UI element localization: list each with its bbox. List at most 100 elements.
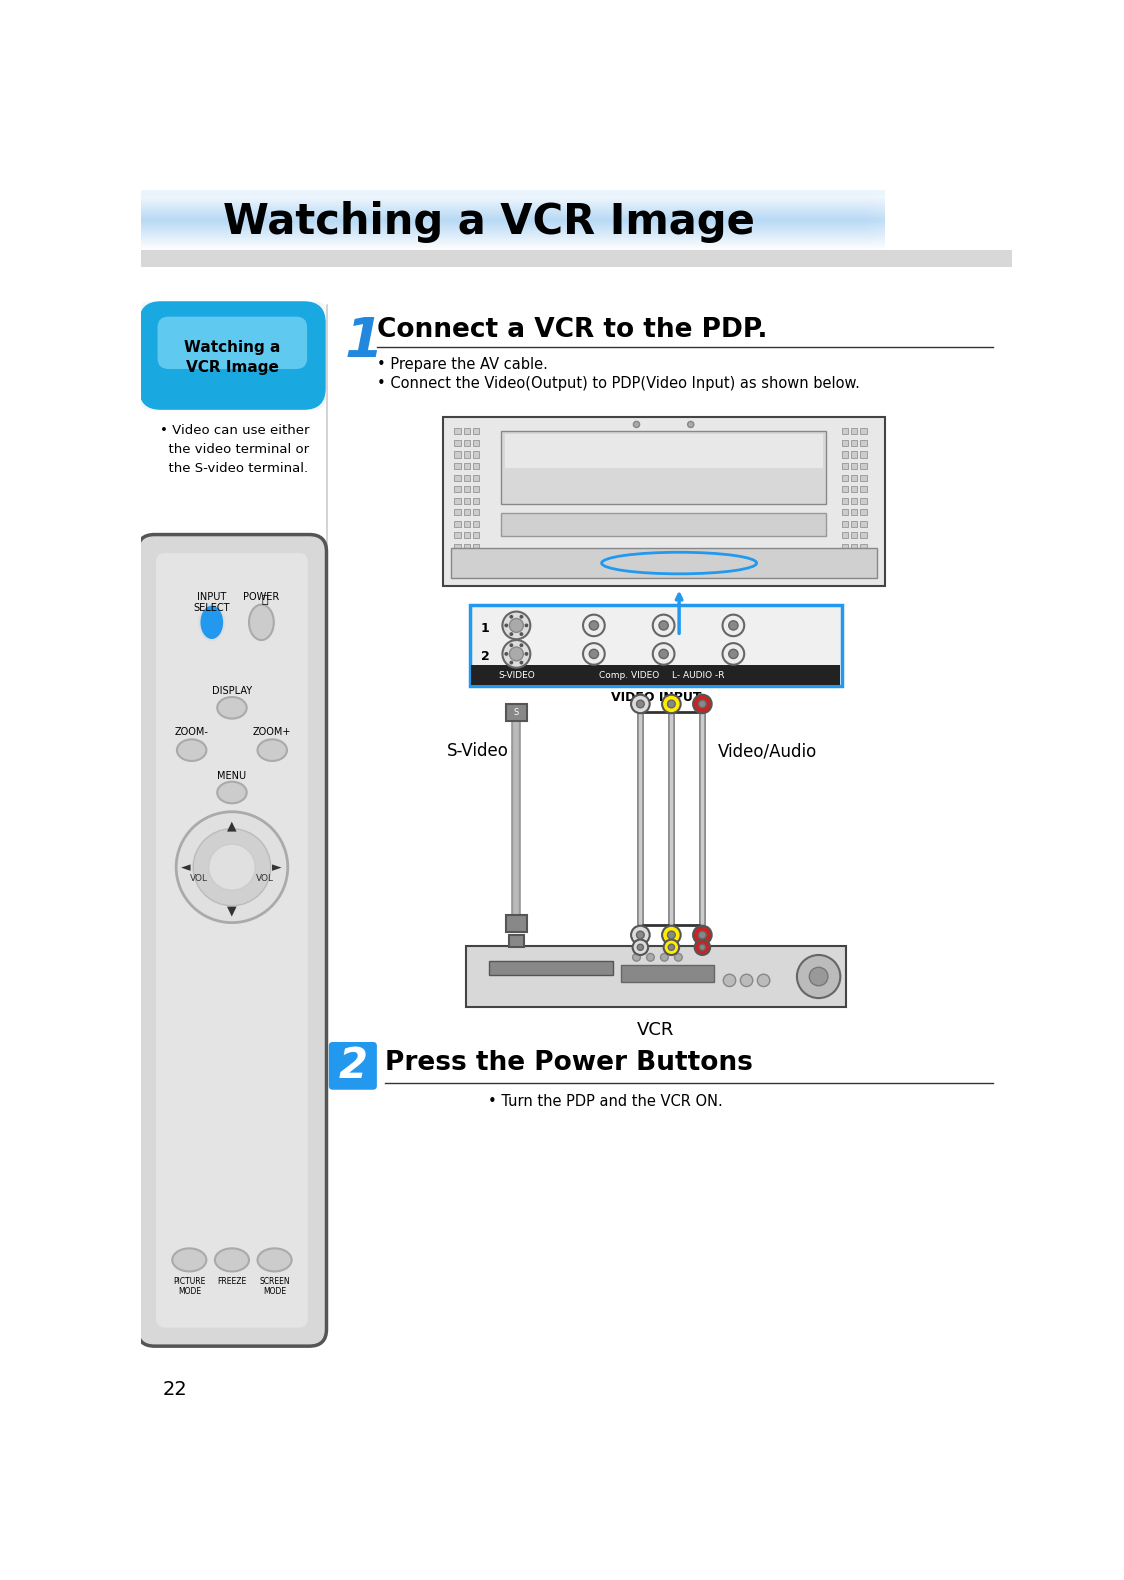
Text: ▼: ▼ — [227, 905, 237, 918]
Bar — [861, 509, 867, 515]
Bar — [951, 190, 955, 250]
Bar — [842, 498, 849, 504]
Text: VIDEO INPUT: VIDEO INPUT — [610, 690, 701, 703]
Circle shape — [653, 615, 674, 637]
Bar — [851, 487, 858, 493]
Circle shape — [662, 695, 681, 713]
Bar — [926, 190, 931, 250]
Bar — [861, 474, 867, 480]
Text: • Video can use either
  the video terminal or
  the S-video terminal.: • Video can use either the video termina… — [160, 425, 309, 476]
Bar — [945, 190, 951, 250]
Circle shape — [634, 422, 640, 428]
Bar — [842, 532, 849, 539]
Text: • Turn the PDP and the VCR ON.: • Turn the PDP and the VCR ON. — [488, 1095, 723, 1109]
Bar — [976, 190, 980, 250]
Bar — [464, 544, 470, 550]
FancyBboxPatch shape — [137, 534, 326, 1346]
Bar — [851, 521, 858, 526]
Circle shape — [758, 975, 770, 986]
Bar — [473, 521, 479, 526]
Text: Video/Audio: Video/Audio — [718, 743, 817, 760]
Bar — [896, 190, 901, 250]
Circle shape — [519, 632, 524, 637]
Circle shape — [653, 643, 674, 665]
Circle shape — [509, 643, 514, 648]
Text: • Prepare the AV cable.: • Prepare the AV cable. — [377, 357, 547, 373]
Bar — [851, 532, 858, 539]
Bar — [842, 487, 849, 493]
Bar — [454, 474, 461, 480]
Bar — [464, 474, 470, 480]
Circle shape — [724, 975, 736, 986]
Bar — [509, 935, 524, 948]
Bar — [931, 190, 935, 250]
Bar — [501, 514, 826, 536]
Bar — [986, 190, 990, 250]
Circle shape — [176, 812, 288, 923]
Circle shape — [589, 649, 598, 659]
Circle shape — [728, 621, 738, 630]
FancyBboxPatch shape — [329, 1041, 377, 1090]
Bar — [861, 190, 867, 250]
Text: Press the Power Buttons: Press the Power Buttons — [384, 1051, 752, 1076]
Text: S-Video: S-Video — [446, 743, 509, 760]
Text: Watching a
VCR Image: Watching a VCR Image — [183, 340, 280, 374]
Bar — [620, 965, 714, 981]
Bar — [464, 498, 470, 504]
Circle shape — [633, 953, 641, 961]
FancyBboxPatch shape — [149, 311, 315, 400]
Circle shape — [209, 844, 255, 890]
Circle shape — [694, 926, 711, 945]
Circle shape — [631, 926, 650, 945]
Circle shape — [741, 975, 753, 986]
Text: VCR: VCR — [637, 1021, 674, 1040]
Bar — [851, 463, 858, 469]
Bar — [861, 555, 867, 561]
Bar — [454, 544, 461, 550]
Text: POWER: POWER — [243, 591, 280, 602]
Circle shape — [631, 695, 650, 713]
Circle shape — [509, 660, 514, 665]
Ellipse shape — [257, 1248, 291, 1272]
Bar — [871, 190, 877, 250]
Ellipse shape — [250, 605, 274, 640]
Circle shape — [509, 646, 524, 660]
Bar — [842, 474, 849, 480]
Bar — [471, 665, 841, 684]
Text: FREEZE: FREEZE — [217, 1277, 246, 1286]
Bar — [473, 509, 479, 515]
Circle shape — [723, 615, 744, 637]
Text: VOL: VOL — [190, 874, 208, 883]
Bar — [851, 428, 858, 434]
Bar — [861, 544, 867, 550]
Text: INPUT
SELECT: INPUT SELECT — [193, 591, 230, 613]
Bar — [906, 190, 910, 250]
Bar — [910, 190, 916, 250]
Bar — [464, 532, 470, 539]
Text: Watching a VCR Image: Watching a VCR Image — [224, 201, 755, 243]
Bar — [464, 439, 470, 446]
Bar — [851, 474, 858, 480]
Bar — [464, 509, 470, 515]
Circle shape — [728, 649, 738, 659]
Circle shape — [633, 940, 649, 954]
Text: VOL: VOL — [255, 874, 273, 883]
Bar — [980, 190, 986, 250]
Bar — [506, 705, 527, 720]
Circle shape — [688, 422, 694, 428]
Bar — [454, 555, 461, 561]
Ellipse shape — [172, 1248, 207, 1272]
Circle shape — [505, 653, 508, 656]
Bar — [861, 428, 867, 434]
Text: ◄: ◄ — [181, 861, 190, 874]
Text: ►: ► — [272, 861, 282, 874]
Bar — [454, 463, 461, 469]
Circle shape — [502, 640, 531, 668]
Text: 1: 1 — [481, 623, 489, 635]
Text: 22: 22 — [162, 1379, 187, 1398]
Bar — [990, 190, 995, 250]
Text: 2: 2 — [481, 651, 489, 664]
Circle shape — [698, 700, 706, 708]
Circle shape — [695, 940, 710, 954]
Bar — [140, 250, 1012, 267]
